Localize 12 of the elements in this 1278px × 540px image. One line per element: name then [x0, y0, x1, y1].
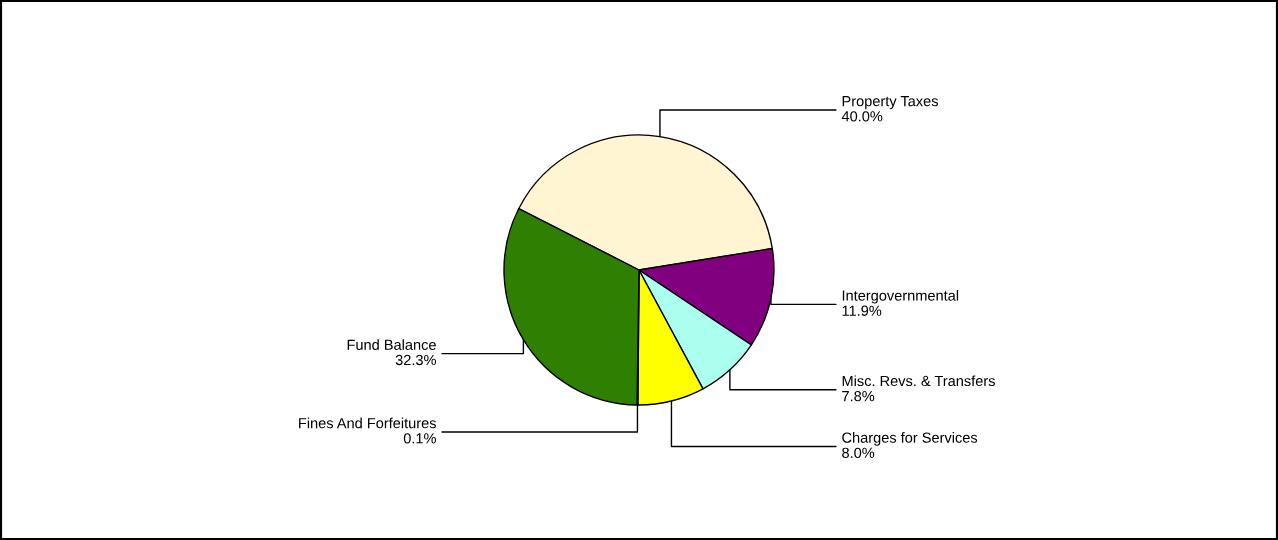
slice-label: Fund Balance: [347, 339, 436, 350]
slice-label: Misc. Revs. & Transfers: [842, 375, 995, 387]
slice-label: Charges for Services: [842, 432, 978, 446]
data-label: 8.0%: [842, 447, 875, 458]
data-label: 32.3%: [395, 354, 436, 366]
data-label: 40.0%: [841, 111, 883, 122]
data-label: 0.1%: [403, 433, 436, 444]
data-label: 7.8%: [842, 390, 875, 402]
slice-label: Property Taxes: [842, 96, 938, 110]
slice-label: Fines And Forfeitures: [299, 417, 436, 429]
slice-label: Intergovernmental: [842, 290, 959, 304]
data-label: 11.9%: [842, 305, 882, 316]
